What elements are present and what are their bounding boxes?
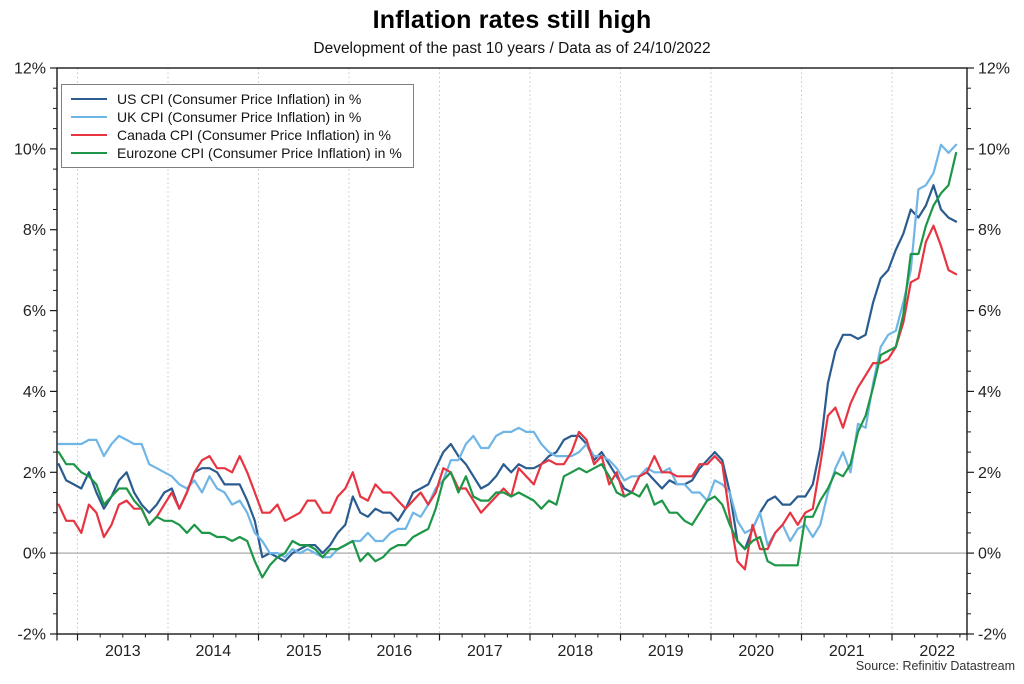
legend-label: UK CPI (Consumer Price Inflation) in % bbox=[117, 109, 362, 125]
legend-line-sample bbox=[71, 116, 107, 118]
y-axis-label-left: 0% bbox=[23, 546, 46, 563]
x-axis-year-label: 2016 bbox=[377, 643, 413, 660]
x-axis-year-label: 2017 bbox=[467, 643, 503, 660]
y-axis-label-right: 12% bbox=[978, 61, 1010, 78]
y-axis-label-left: 10% bbox=[14, 141, 46, 158]
legend-line-sample bbox=[71, 152, 107, 154]
chart-legend: US CPI (Consumer Price Inflation) in % UK… bbox=[61, 84, 414, 168]
series-line-eurozone bbox=[57, 151, 958, 579]
source-credit: Source: Refinitiv Datastream bbox=[855, 659, 1015, 673]
y-axis-label-right: -2% bbox=[978, 627, 1006, 644]
x-axis-year-label: 2020 bbox=[738, 643, 774, 660]
y-axis-label-right: 2% bbox=[978, 465, 1001, 482]
y-axis-label-right: 6% bbox=[978, 303, 1001, 320]
legend-line-sample bbox=[71, 134, 107, 136]
x-axis-year-label: 2019 bbox=[648, 643, 684, 660]
y-axis-label-left: 4% bbox=[23, 384, 46, 401]
x-axis-year-label: 2021 bbox=[829, 643, 865, 660]
legend-label: Canada CPI (Consumer Price Inflation) in… bbox=[117, 127, 391, 143]
x-axis-year-label: 2022 bbox=[919, 643, 955, 660]
legend-item-eurozone: Eurozone CPI (Consumer Price Inflation) … bbox=[71, 144, 402, 162]
x-axis-year-label: 2013 bbox=[105, 643, 141, 660]
y-axis-label-left: 6% bbox=[23, 303, 46, 320]
x-axis-year-label: 2015 bbox=[286, 643, 322, 660]
series-line-canada bbox=[57, 224, 958, 571]
x-axis-year-label: 2018 bbox=[558, 643, 594, 660]
y-axis-label-right: 10% bbox=[978, 141, 1010, 158]
series-line-uk bbox=[57, 143, 958, 559]
legend-label: US CPI (Consumer Price Inflation) in % bbox=[117, 91, 362, 107]
legend-item-uk: UK CPI (Consumer Price Inflation) in % bbox=[71, 108, 402, 126]
y-axis-label-left: 8% bbox=[23, 222, 46, 239]
y-axis-label-right: 0% bbox=[978, 546, 1001, 563]
legend-label: Eurozone CPI (Consumer Price Inflation) … bbox=[117, 145, 402, 161]
x-axis-year-label: 2014 bbox=[196, 643, 232, 660]
y-axis-label-left: -2% bbox=[18, 627, 46, 644]
y-axis-label-left: 2% bbox=[23, 465, 46, 482]
legend-item-canada: Canada CPI (Consumer Price Inflation) in… bbox=[71, 126, 402, 144]
chart-title: Inflation rates still high bbox=[372, 6, 652, 34]
y-axis-label-left: 12% bbox=[14, 61, 46, 78]
y-axis-label-right: 4% bbox=[978, 384, 1001, 401]
legend-line-sample bbox=[71, 98, 107, 100]
series-line-us bbox=[57, 184, 958, 563]
legend-item-us: US CPI (Consumer Price Inflation) in % bbox=[71, 90, 402, 108]
chart-subtitle: Development of the past 10 years / Data … bbox=[313, 40, 711, 57]
y-axis-label-right: 8% bbox=[978, 222, 1001, 239]
